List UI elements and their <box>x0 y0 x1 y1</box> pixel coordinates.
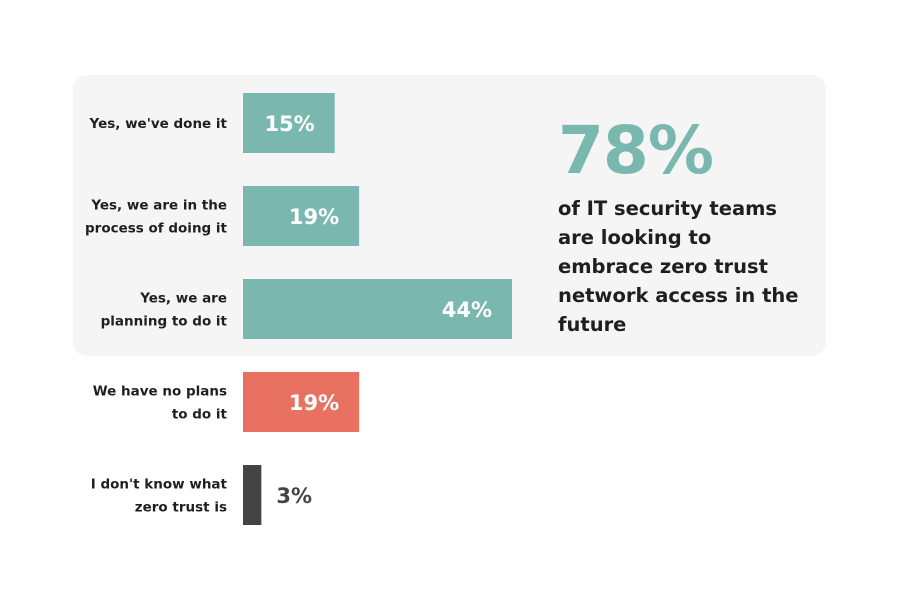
bar-0 <box>243 93 335 153</box>
bar-4 <box>243 465 262 525</box>
value-label-3: 19% <box>289 391 339 415</box>
category-label-2: Yes, we are planning to do it <box>101 291 228 330</box>
category-label-0: Yes, we've done it <box>89 116 228 132</box>
callout: 78% of IT security teams are looking to … <box>558 118 818 339</box>
callout-text: of IT security teams are looking to embr… <box>558 197 799 336</box>
big-stat: 78% <box>558 112 714 189</box>
value-label-1: 19% <box>289 205 339 229</box>
value-label-4: 3% <box>276 484 312 508</box>
category-label-1: Yes, we are in the process of doing it <box>85 198 228 237</box>
category-label-3: We have no plans to do it <box>93 384 228 423</box>
category-label-4: I don't know what zero trust is <box>91 477 228 516</box>
bar-3 <box>243 372 360 432</box>
bar-1 <box>243 186 360 246</box>
value-label-0: 15% <box>264 112 314 136</box>
value-label-2: 44% <box>442 298 492 322</box>
bar-2 <box>243 279 512 339</box>
